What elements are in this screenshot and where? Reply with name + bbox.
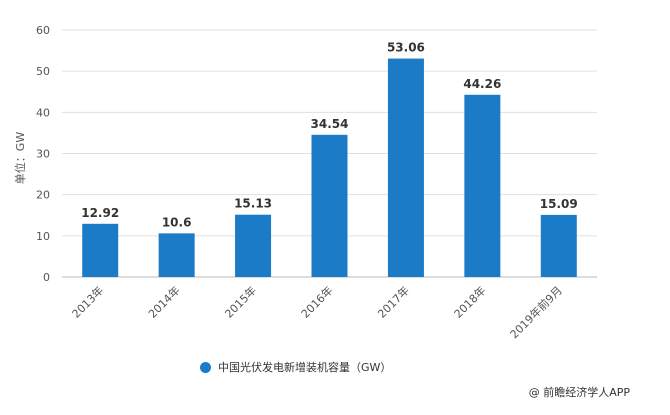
data-label: 44.26	[463, 77, 501, 91]
bar	[158, 233, 195, 277]
legend-label: 中国光伏发电新增装机容量（GW）	[218, 361, 392, 374]
x-tick-label: 2018年	[451, 283, 488, 320]
data-label: 53.06	[387, 41, 425, 55]
data-label: 15.09	[540, 197, 578, 211]
x-axis-ticks: 2013年 2014年 2015年 2016年 2017年 2018年 2019年前9月	[69, 283, 565, 341]
y-axis-ticks: 0 10 20 30 40 50 60	[36, 24, 50, 284]
data-label: 10.6	[162, 215, 192, 229]
y-tick-label: 0	[43, 271, 50, 284]
y-axis-label: 单位：GW	[13, 132, 27, 185]
x-tick-label: 2019年前9月	[507, 283, 565, 341]
y-tick-label: 50	[36, 65, 50, 78]
x-tick-label: 2013年	[69, 283, 106, 320]
y-tick-label: 10	[36, 230, 50, 243]
bar	[387, 58, 424, 277]
source-credit: @ 前瞻经济学人APP	[528, 386, 630, 399]
y-tick-label: 30	[36, 148, 50, 161]
bar	[540, 214, 577, 277]
data-label: 12.92	[81, 206, 119, 220]
x-tick-label: 2017年	[375, 283, 412, 320]
bar	[311, 134, 348, 277]
bar	[464, 94, 501, 278]
y-tick-label: 60	[36, 24, 50, 37]
y-tick-label: 40	[36, 106, 50, 119]
x-tick-label: 2014年	[145, 283, 182, 320]
data-label: 15.13	[234, 197, 272, 211]
y-tick-label: 20	[36, 189, 50, 202]
x-tick-label: 2016年	[298, 283, 335, 320]
x-tick-label: 2015年	[222, 283, 259, 320]
data-labels: 12.92 10.6 15.13 34.54 53.06 44.26 15.09	[81, 41, 578, 230]
bars	[82, 58, 577, 278]
legend-marker	[200, 361, 211, 373]
bar	[82, 223, 119, 277]
legend: 中国光伏发电新增装机容量（GW）	[200, 359, 391, 375]
data-label: 34.54	[311, 117, 349, 131]
bar	[235, 214, 272, 277]
